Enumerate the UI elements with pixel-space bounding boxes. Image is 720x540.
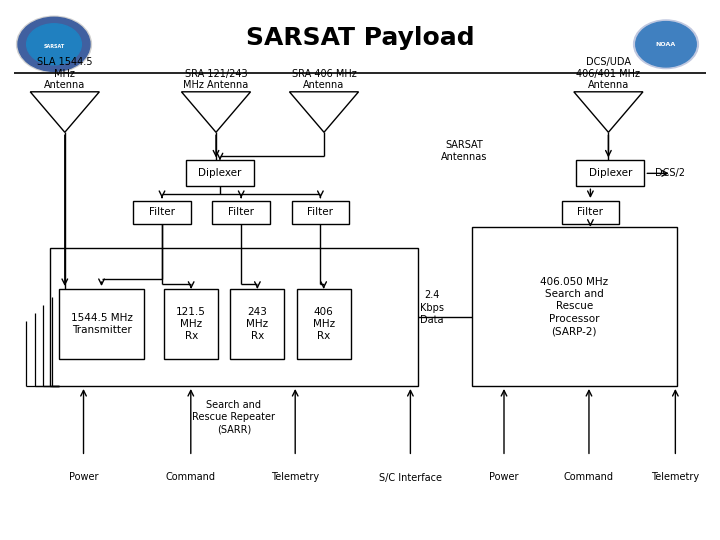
Circle shape xyxy=(634,20,698,69)
Text: Command: Command xyxy=(564,472,614,483)
Text: S/C Interface: S/C Interface xyxy=(379,472,442,483)
Text: SRA 121/243
MHz Antenna: SRA 121/243 MHz Antenna xyxy=(184,69,248,90)
Text: Diplexer: Diplexer xyxy=(198,168,242,178)
Text: Filter: Filter xyxy=(577,207,603,218)
Bar xyxy=(562,201,619,224)
Text: Search and
Rescue Repeater
(SARR): Search and Rescue Repeater (SARR) xyxy=(192,400,276,434)
Text: 243
MHz
Rx: 243 MHz Rx xyxy=(246,307,269,341)
Bar xyxy=(297,289,351,359)
Text: DCS/2: DCS/2 xyxy=(655,168,685,178)
Text: SARSAT: SARSAT xyxy=(43,44,65,50)
Text: Command: Command xyxy=(166,472,216,483)
Text: Filter: Filter xyxy=(307,207,333,218)
Circle shape xyxy=(636,22,696,67)
Bar xyxy=(576,160,644,186)
Bar xyxy=(59,289,144,359)
Bar xyxy=(292,201,349,224)
Bar xyxy=(230,289,284,359)
Text: SRA 406 MHz
Antenna: SRA 406 MHz Antenna xyxy=(292,69,356,90)
Circle shape xyxy=(17,16,91,72)
Text: Filter: Filter xyxy=(228,207,254,218)
Bar xyxy=(472,227,677,386)
Circle shape xyxy=(18,17,90,71)
Bar xyxy=(186,160,254,186)
Text: Telemetry: Telemetry xyxy=(271,472,319,483)
Text: SLA 1544.5
MHz
Antenna: SLA 1544.5 MHz Antenna xyxy=(37,57,93,90)
Bar xyxy=(50,248,418,386)
Bar xyxy=(212,201,270,224)
Text: Power: Power xyxy=(69,472,98,483)
Text: DCS/UDA
406/401 MHz
Antenna: DCS/UDA 406/401 MHz Antenna xyxy=(577,57,640,90)
Bar xyxy=(164,289,218,359)
Circle shape xyxy=(27,24,81,65)
Bar xyxy=(133,201,191,224)
Text: Filter: Filter xyxy=(149,207,175,218)
Text: Power: Power xyxy=(490,472,518,483)
Text: 406
MHz
Rx: 406 MHz Rx xyxy=(312,307,335,341)
Text: Telemetry: Telemetry xyxy=(652,472,699,483)
Text: 2.4
Kbps
Data: 2.4 Kbps Data xyxy=(420,291,444,325)
Text: 406.050 MHz
Search and
Rescue
Processor
(SARP-2): 406.050 MHz Search and Rescue Processor … xyxy=(540,276,608,336)
Text: NOAA: NOAA xyxy=(656,42,676,47)
Text: 121.5
MHz
Rx: 121.5 MHz Rx xyxy=(176,307,206,341)
Text: Diplexer: Diplexer xyxy=(588,168,632,178)
Text: SARSAT Payload: SARSAT Payload xyxy=(246,26,474,50)
Text: 1544.5 MHz
Transmitter: 1544.5 MHz Transmitter xyxy=(71,313,132,335)
Text: SARSAT
Antennas: SARSAT Antennas xyxy=(441,140,487,163)
